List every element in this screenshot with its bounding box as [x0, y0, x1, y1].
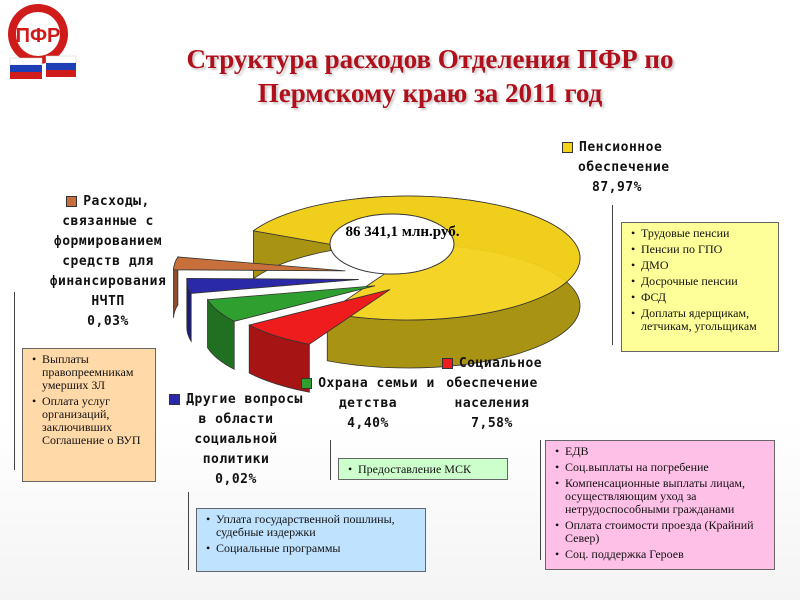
label-pension: Пенсионное обеспечение 87,97% [562, 138, 682, 198]
label-other-5: 0,02% [215, 472, 257, 487]
label-other-4: политики [202, 452, 270, 467]
connector-other [188, 492, 189, 570]
nchtp-marker-icon [66, 196, 78, 207]
other-marker-icon [169, 394, 181, 405]
label-nchtp-3: формированием [53, 234, 163, 249]
label-social: Социальное обеспечение населения 7,58% [432, 354, 552, 434]
svg-text:ПФР: ПФР [16, 25, 61, 47]
connector-nchtp [14, 292, 15, 470]
connector-pension [612, 205, 613, 345]
connector-social [540, 440, 541, 560]
pension-marker-icon [562, 142, 573, 153]
box-nchtp: Выплаты правопреемникам умерших ЗЛ Оплат… [22, 348, 156, 482]
label-nchtp-5: финансирования [49, 274, 167, 289]
label-other-3: социальной [194, 432, 278, 447]
box-social-item: Компенсационные выплаты лицам, осуществл… [555, 477, 769, 516]
label-family: Охрана семьи и детства 4,40% [298, 374, 438, 434]
label-social-1: Социальное [458, 356, 543, 371]
pie-slice [186, 277, 359, 294]
label-family-2: детства [338, 396, 398, 411]
label-nchtp-4: средств для [62, 254, 154, 269]
page-title: Структура расходов Отделения ПФР по Перм… [186, 44, 674, 108]
pie-slice [248, 289, 391, 345]
label-nchtp-1: Расходы, [83, 194, 150, 209]
box-pension-item: ДМО [631, 259, 773, 273]
label-other-1: Другие вопросы [186, 392, 303, 407]
box-pension-item: Трудовые пенсии [631, 227, 773, 241]
box-nchtp-item: Выплаты правопреемникам умерших ЗЛ [32, 353, 150, 392]
chart-total-label: 86 341,1 млн.руб. [345, 224, 460, 240]
pie-center-hole [329, 213, 455, 275]
box-family-item: Предоставление МСК [348, 463, 502, 477]
label-family-3: 4,40% [347, 416, 389, 431]
label-social-4: 7,58% [471, 416, 513, 431]
social-marker-icon [441, 358, 453, 369]
box-nchtp-item: Оплата услуг организаций, заключивших Со… [32, 395, 150, 447]
label-nchtp-6: НЧТП [91, 294, 125, 309]
box-social: ЕДВ Соц.выплаты на погребение Компенсаци… [545, 440, 775, 570]
label-pension-3: 87,97% [592, 180, 642, 195]
label-nchtp-2: связанные с [62, 214, 154, 229]
box-other-item: Социальные программы [206, 542, 420, 556]
box-social-item: Соц.выплаты на погребение [555, 461, 769, 475]
label-family-1: Охрана семьи и [318, 376, 435, 391]
box-social-item: Соц. поддержка Героев [555, 548, 769, 562]
box-pension-item: Досрочные пенсии [631, 275, 773, 289]
label-social-3: населения [454, 396, 530, 411]
box-social-item: Оплата стоимости проезда (Крайний Север) [555, 519, 769, 545]
pfr-logo: ПФР [8, 4, 77, 79]
box-other: Уплата государственной пошлины, судебные… [196, 508, 426, 572]
connector-family [330, 440, 331, 480]
pie-slice [173, 256, 346, 272]
box-pension-item: ФСД [631, 291, 773, 305]
box-social-item: ЕДВ [555, 445, 769, 459]
label-other: Другие вопросы в области социальной поли… [166, 390, 306, 490]
russian-flag-icon [9, 55, 77, 79]
box-pension-item: Доплаты ядерщикам, летчикам, угольщикам [631, 307, 773, 333]
pie-slice [206, 285, 376, 322]
box-pension: Трудовые пенсии Пенсии по ГПО ДМО Досроч… [621, 222, 779, 352]
label-nchtp-7: 0,03% [87, 314, 129, 329]
label-social-2: обеспечение [446, 376, 538, 391]
box-pension-item: Пенсии по ГПО [631, 243, 773, 257]
label-pension-1: Пенсионное [579, 140, 663, 155]
box-other-item: Уплата государственной пошлины, судебные… [206, 513, 420, 539]
label-other-2: в области [198, 412, 274, 427]
box-family: Предоставление МСК [338, 458, 508, 480]
family-marker-icon [301, 378, 313, 389]
label-nchtp: Расходы, связанные с формированием средс… [28, 192, 188, 332]
label-pension-2: обеспечение [578, 160, 670, 175]
